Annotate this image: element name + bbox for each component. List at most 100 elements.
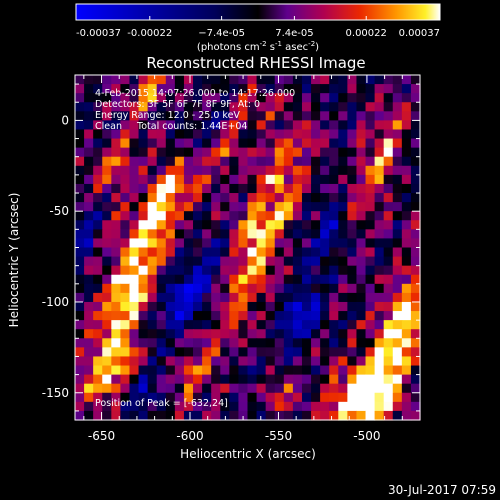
heatmap-cell	[238, 292, 249, 303]
heatmap-cell	[93, 374, 103, 385]
heatmap-cell	[401, 238, 412, 249]
heatmap-cell	[392, 238, 403, 249]
heatmap-cell	[247, 211, 258, 221]
heatmap-cell	[147, 238, 158, 249]
heatmap-cell	[374, 374, 385, 385]
heatmap-cell	[401, 129, 412, 140]
heatmap-cell	[156, 256, 167, 267]
heatmap-cell	[229, 365, 240, 376]
heatmap-cell	[84, 311, 94, 321]
heatmap-cell	[374, 265, 385, 276]
heatmap-cell	[193, 338, 203, 348]
heatmap-cell	[111, 120, 121, 131]
colorbar-ticks	[75, 16, 441, 20]
heatmap-cell	[320, 138, 330, 149]
heatmap-cell	[365, 211, 376, 221]
heatmap-cell	[102, 383, 112, 394]
heatmap-cell	[174, 301, 185, 312]
heatmap-cell	[202, 383, 212, 394]
heatmap-cell	[301, 120, 312, 131]
heatmap-cell	[365, 93, 376, 103]
heatmap-cell	[365, 274, 376, 285]
heatmap-cell	[75, 111, 85, 121]
heatmap-cell	[220, 401, 230, 412]
heatmap-cell	[238, 247, 249, 258]
heatmap-cell	[202, 274, 212, 285]
heatmap-cell	[84, 247, 94, 258]
heatmap-cell	[311, 138, 321, 149]
heatmap-cell	[183, 410, 194, 421]
heatmap-cell	[329, 165, 339, 176]
heatmap-cell	[338, 211, 348, 221]
heatmap-cell	[120, 120, 131, 131]
heatmap-cell	[301, 220, 312, 230]
heatmap-cell	[93, 365, 103, 376]
heatmap-cell	[202, 120, 212, 131]
heatmap-cell	[365, 320, 376, 330]
heatmap-cell	[111, 401, 121, 412]
heatmap-cell	[374, 274, 385, 285]
heatmap-cell	[147, 211, 158, 221]
heatmap-cell	[311, 229, 321, 240]
heatmap-cell	[156, 156, 167, 167]
heatmap-cell	[265, 320, 276, 330]
heatmap-cell	[283, 202, 294, 212]
heatmap-cell	[247, 165, 258, 176]
heatmap-cell	[102, 183, 112, 194]
heatmap-cell	[202, 374, 212, 385]
heatmap-cell	[274, 247, 285, 258]
heatmap-cell	[93, 383, 103, 394]
heatmap-cell	[156, 229, 167, 240]
heatmap-cell	[220, 320, 230, 330]
heatmap-cell	[75, 202, 85, 212]
heatmap-cell	[165, 111, 176, 121]
heatmap-cell	[93, 274, 103, 285]
heatmap-cell	[102, 156, 112, 167]
heatmap-cell	[120, 202, 131, 212]
heatmap-cell	[329, 410, 339, 421]
heatmap-cell	[174, 410, 185, 421]
heatmap-cell	[383, 274, 394, 285]
heatmap-cell	[93, 93, 103, 103]
heatmap-cell	[193, 174, 203, 185]
y-axis-label: Heliocentric Y (arcsec)	[7, 193, 21, 328]
heatmap-cell	[238, 120, 249, 131]
heatmap-cell	[193, 347, 203, 358]
heatmap-cell	[238, 356, 249, 367]
heatmap-cell	[174, 120, 185, 131]
heatmap-cell	[120, 292, 131, 303]
heatmap-cell	[84, 374, 94, 385]
heatmap-cell	[383, 138, 394, 149]
heatmap-cell	[301, 193, 312, 203]
heatmap-cell	[338, 238, 348, 249]
heatmap-cell	[311, 274, 321, 285]
heatmap-cell	[401, 329, 412, 339]
y-axis-ticks: 0 -50 -100 -150	[42, 83, 420, 412]
heatmap-cell	[347, 229, 358, 240]
heatmap-cell	[84, 220, 94, 230]
heatmap-cell	[75, 211, 85, 221]
heatmap-cell	[283, 329, 294, 339]
heatmap-cell	[338, 111, 348, 121]
heatmap-cell	[120, 256, 131, 267]
heatmap-cell	[329, 111, 339, 121]
heatmap-cell	[138, 111, 149, 121]
heatmap-cell	[247, 301, 258, 312]
heatmap-cell	[292, 120, 303, 131]
heatmap-cell	[301, 320, 312, 330]
heatmap-cell	[311, 392, 321, 403]
heatmap-cell	[220, 220, 230, 230]
heatmap-cell	[374, 102, 385, 112]
heatmap-cell	[120, 211, 131, 221]
heatmap-cell	[193, 311, 203, 321]
heatmap-cell	[174, 75, 185, 85]
heatmap-cell	[174, 138, 185, 149]
heatmap-cell	[292, 102, 303, 112]
heatmap-cell	[93, 283, 103, 294]
heatmap-cell	[410, 274, 421, 285]
heatmap-cell	[356, 84, 367, 94]
heatmap-cell	[147, 265, 158, 276]
heatmap-cell	[193, 220, 203, 230]
heatmap-cell	[410, 93, 421, 103]
heatmap-cell	[138, 211, 149, 221]
